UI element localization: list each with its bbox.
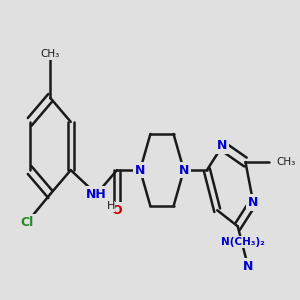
Text: N: N: [248, 196, 258, 209]
Text: N: N: [243, 260, 253, 273]
Text: N(CH₃)₂: N(CH₃)₂: [221, 237, 265, 248]
Text: CH₃: CH₃: [276, 157, 296, 167]
Text: Cl: Cl: [20, 216, 34, 229]
Text: N: N: [135, 164, 145, 177]
Text: N: N: [217, 140, 227, 152]
Text: NH: NH: [86, 188, 107, 201]
Text: H: H: [106, 201, 115, 211]
Text: N: N: [178, 164, 189, 177]
Text: CH₃: CH₃: [40, 49, 60, 58]
Text: O: O: [112, 204, 122, 217]
Text: N: N: [243, 260, 253, 273]
